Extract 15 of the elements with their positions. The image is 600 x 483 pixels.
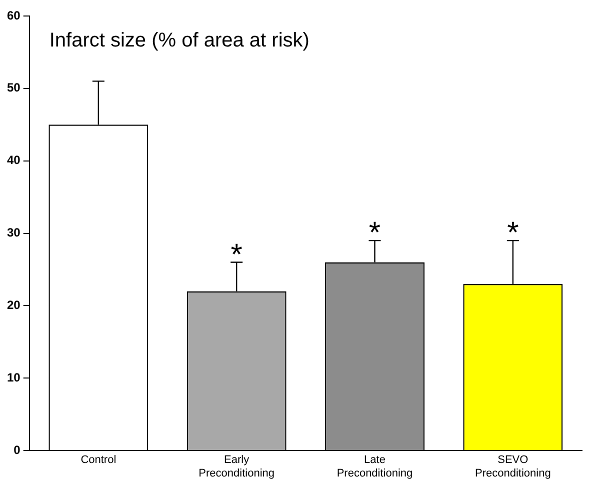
text: Infarct size (% of area at risk) [49, 30, 310, 52]
annotation: * [368, 216, 381, 250]
x-tick-label: Control [80, 454, 116, 466]
y-tick-label: 20 [6, 298, 21, 312]
y-tick-label: 30 [6, 226, 21, 240]
x-tick-label: SEVO Preconditioning [474, 454, 551, 480]
x-tick-label: Late Preconditioning [336, 454, 413, 480]
y-tick-label: 60 [6, 8, 21, 22]
y-tick-label: 50 [6, 80, 21, 95]
annotation: * [507, 216, 520, 250]
y-tick-label: 0 [14, 442, 21, 457]
annotation: * [230, 238, 243, 272]
y-tick-label: 10 [6, 370, 21, 384]
y-tick-label: 40 [6, 153, 21, 168]
x-tick-label: Early Preconditioning [198, 454, 275, 480]
